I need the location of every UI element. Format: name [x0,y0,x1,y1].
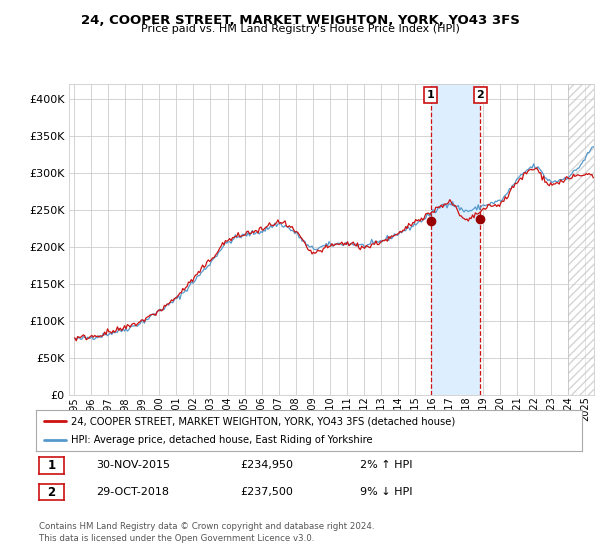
Text: 1: 1 [47,459,56,472]
Text: 30-NOV-2015: 30-NOV-2015 [96,460,170,470]
Bar [568,84,600,395]
Text: HPI: Average price, detached house, East Riding of Yorkshire: HPI: Average price, detached house, East… [71,435,373,445]
Text: 24, COOPER STREET, MARKET WEIGHTON, YORK, YO43 3FS (detached house): 24, COOPER STREET, MARKET WEIGHTON, YORK… [71,417,456,426]
Bar [431,84,481,395]
Text: Price paid vs. HM Land Registry's House Price Index (HPI): Price paid vs. HM Land Registry's House … [140,24,460,34]
Text: 9% ↓ HPI: 9% ↓ HPI [360,487,413,497]
Text: £237,500: £237,500 [240,487,293,497]
Text: 24, COOPER STREET, MARKET WEIGHTON, YORK, YO43 3FS: 24, COOPER STREET, MARKET WEIGHTON, YORK… [80,14,520,27]
Text: 29-OCT-2018: 29-OCT-2018 [96,487,169,497]
Text: 1: 1 [427,90,434,100]
Text: 2: 2 [476,90,484,100]
Text: 2: 2 [47,486,56,499]
Text: £234,950: £234,950 [240,460,293,470]
Text: 2% ↑ HPI: 2% ↑ HPI [360,460,413,470]
Text: Contains HM Land Registry data © Crown copyright and database right 2024.
This d: Contains HM Land Registry data © Crown c… [39,522,374,543]
